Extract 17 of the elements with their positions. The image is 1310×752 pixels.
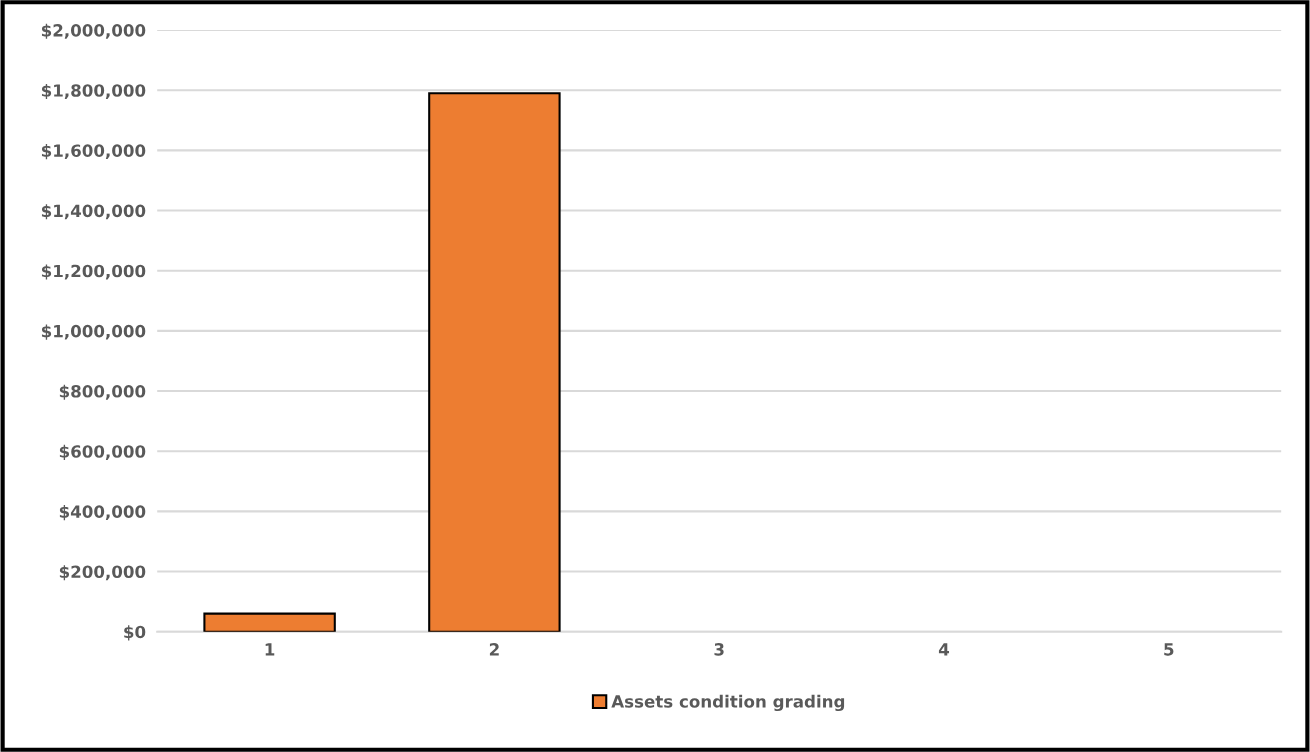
y-tick-label: $1,600,000 xyxy=(41,144,146,160)
y-tick-label: $2,000,000 xyxy=(41,23,146,39)
legend-label: Assets condition grading xyxy=(611,694,845,712)
x-tick-label: 4 xyxy=(938,643,950,656)
x-tick-label: 1 xyxy=(265,643,275,656)
y-tick-label: $600,000 xyxy=(59,444,146,460)
y-tick-label: $1,400,000 xyxy=(41,204,146,220)
x-tick-label: 2 xyxy=(489,643,499,656)
y-tick-label: $0 xyxy=(124,625,146,641)
y-tick-label: $1,000,000 xyxy=(41,324,146,340)
y-tick-label: $1,200,000 xyxy=(41,264,146,280)
x-tick-label: 3 xyxy=(714,643,724,656)
y-tick-label: $1,800,000 xyxy=(41,83,146,100)
y-tick-label: $800,000 xyxy=(59,384,146,400)
x-tick-label: 5 xyxy=(1164,643,1174,656)
y-tick-label: $400,000 xyxy=(59,505,146,521)
y-tick-label: $200,000 xyxy=(59,565,146,581)
